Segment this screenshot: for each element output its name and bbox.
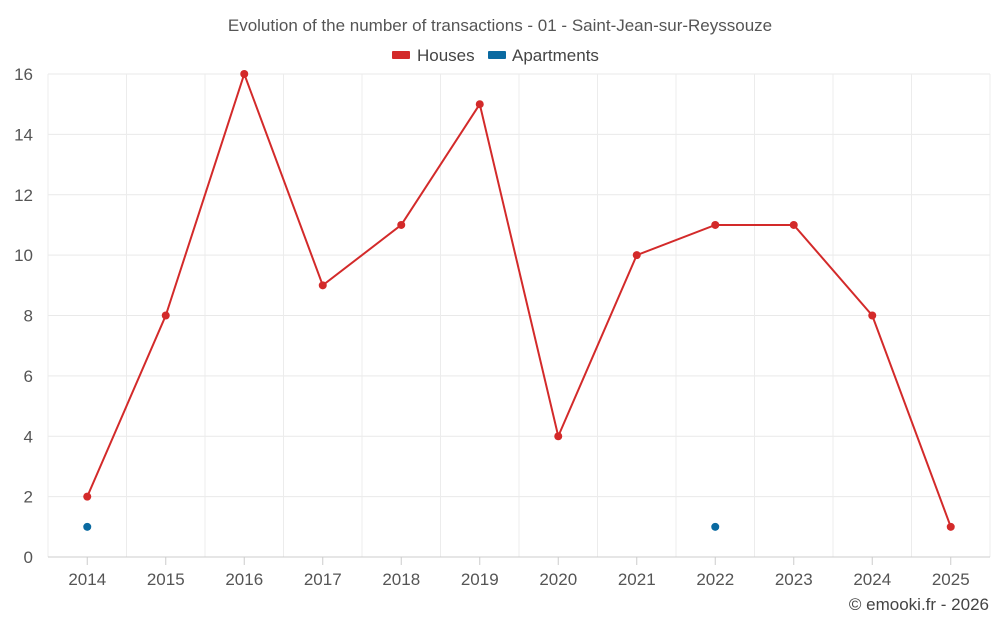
legend-swatch xyxy=(488,51,506,59)
x-tick-label: 2014 xyxy=(68,570,106,589)
x-tick-label: 2022 xyxy=(696,570,734,589)
y-tick-label: 0 xyxy=(24,548,33,567)
data-point-houses[interactable] xyxy=(789,220,798,229)
series-apartments xyxy=(83,522,720,531)
data-point-houses[interactable] xyxy=(711,220,720,229)
y-tick-label: 14 xyxy=(14,125,33,144)
data-point-houses[interactable] xyxy=(397,220,406,229)
data-point-houses[interactable] xyxy=(946,522,955,531)
x-tick-label: 2024 xyxy=(853,570,891,589)
data-point-houses[interactable] xyxy=(475,100,484,109)
y-tick-label: 10 xyxy=(14,246,33,265)
y-tick-label: 4 xyxy=(24,427,33,446)
y-tick-label: 12 xyxy=(14,186,33,205)
legend-label: Apartments xyxy=(512,46,599,65)
credit-text: © emooki.fr - 2026 xyxy=(849,595,989,614)
y-tick-label: 6 xyxy=(24,367,33,386)
x-tick-label: 2016 xyxy=(225,570,263,589)
axes: 0 2 4 6 8 10 12 14 16 2014 2015 2016 2017 2018 2019 202… xyxy=(14,65,990,589)
series-houses xyxy=(83,70,955,531)
chart-title: Evolution of the number of transactions … xyxy=(228,16,772,35)
data-point-houses[interactable] xyxy=(240,70,249,78)
x-tick-label: 2023 xyxy=(775,570,813,589)
x-tick-label: 2020 xyxy=(539,570,577,589)
x-tick-label: 2018 xyxy=(382,570,420,589)
legend-swatch xyxy=(392,51,410,59)
data-point-houses[interactable] xyxy=(554,432,563,441)
legend-item-apartments[interactable]: Apartments xyxy=(488,46,599,65)
legend-label: Houses xyxy=(417,46,475,65)
data-point-houses[interactable] xyxy=(83,492,92,501)
y-tick-label: 16 xyxy=(14,65,33,84)
data-point-houses[interactable] xyxy=(161,311,170,320)
grid xyxy=(47,73,991,558)
y-tick-label: 2 xyxy=(24,488,33,507)
legend: Houses Apartments xyxy=(392,46,599,65)
data-point-houses[interactable] xyxy=(632,251,641,260)
x-tick-label: 2021 xyxy=(618,570,656,589)
legend-item-houses[interactable]: Houses xyxy=(392,46,475,65)
x-tick-label: 2017 xyxy=(304,570,342,589)
data-point-houses[interactable] xyxy=(868,311,877,320)
series-line-houses xyxy=(86,70,952,528)
x-tick-label: 2025 xyxy=(932,570,970,589)
x-tick-label: 2015 xyxy=(147,570,185,589)
series-layer xyxy=(83,70,955,531)
data-point-apartments[interactable] xyxy=(83,522,92,531)
y-tick-label: 8 xyxy=(24,307,33,326)
data-point-apartments[interactable] xyxy=(711,522,720,531)
x-tick-label: 2019 xyxy=(461,570,499,589)
data-point-houses[interactable] xyxy=(318,281,327,290)
